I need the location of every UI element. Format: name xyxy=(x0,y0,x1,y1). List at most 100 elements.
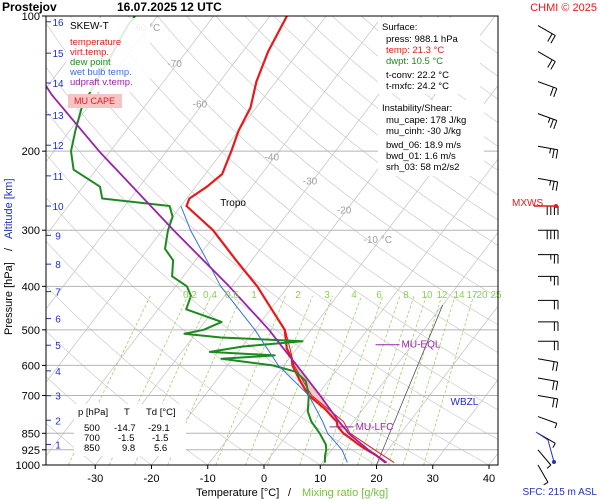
surface-tmxfc: t-mxfc: 24.2 °C xyxy=(386,81,449,92)
mixing-ratio-label: 17 xyxy=(466,290,478,301)
pressure-tick-label: 100 xyxy=(22,11,40,23)
annotation-mxws: MXWS xyxy=(512,198,543,209)
wind-barb xyxy=(537,377,558,382)
mixing-ratio-label: 6 xyxy=(376,290,382,301)
legend-entry: dew point xyxy=(70,57,111,68)
series-line-wet-bulb-temp- xyxy=(180,205,348,463)
altitude-tick-label: 11 xyxy=(53,172,64,183)
temp-tick-label: 30 xyxy=(427,473,439,485)
instability-mucape: mu_cape: 178 J/kg xyxy=(386,115,466,126)
wind-barb-flag xyxy=(549,119,554,128)
temp-tick-label: 20 xyxy=(370,473,382,485)
isotherm-line xyxy=(207,84,498,465)
series-line-virt-temp- xyxy=(186,205,395,464)
temp-tick-label: 40 xyxy=(483,473,495,485)
isotherm-line xyxy=(46,16,327,383)
mixing-ratio-label: 4 xyxy=(351,290,357,301)
altitude-tick-label: 5 xyxy=(55,341,61,352)
isotherm-label: -40 xyxy=(265,153,280,164)
mixing-ratio-label: 0.2 xyxy=(183,290,197,301)
wind-barb xyxy=(537,51,556,62)
altitude-tick-label: 3 xyxy=(55,392,61,403)
wind-barb-flag xyxy=(549,180,552,186)
altitude-tick-label: 12 xyxy=(52,141,64,152)
pressure-tick-label: 500 xyxy=(22,325,40,337)
table-header-t: T xyxy=(124,407,130,418)
table-header-td: Td [°C] xyxy=(146,407,176,418)
mixing-ratio-label: 8 xyxy=(403,290,409,301)
y-axis-title-altitude: Altitude [km] xyxy=(3,178,15,239)
altitude-tick-label: 2 xyxy=(55,416,61,427)
pressure-tick-label: 925 xyxy=(22,445,40,457)
altitude-tick-label: 6 xyxy=(55,315,61,326)
mixing-ratio-line xyxy=(402,295,456,465)
temp-tick-label: -30 xyxy=(87,473,103,485)
y-axis-sep: / xyxy=(3,247,15,251)
isotherm-label: -70 xyxy=(167,59,182,70)
mu-cape-label: MU CAPE xyxy=(74,96,115,106)
wind-barb xyxy=(537,394,558,400)
pressure-tick-label: 400 xyxy=(22,281,40,293)
wind-barb-flag xyxy=(555,381,559,391)
wind-barb-flag xyxy=(552,181,555,191)
wind-barb-flag xyxy=(555,362,559,372)
mixing-ratio-label: 0.4 xyxy=(203,290,217,301)
annotation-wbzl: WBZL xyxy=(451,397,479,408)
altitude-tick-label: 16 xyxy=(52,18,64,29)
pressure-tick-label: 600 xyxy=(22,360,40,372)
dry-adiabat xyxy=(244,16,498,221)
isotherm-line xyxy=(376,305,498,465)
table-cell: 5.6 xyxy=(154,443,167,454)
x-axis-sep: / xyxy=(288,487,292,499)
table-cell: -1.5 xyxy=(118,433,134,444)
sfc-label: SFC: 215 m ASL xyxy=(523,487,598,498)
wind-barb xyxy=(537,113,557,121)
chart-series xyxy=(46,16,395,464)
wind-barb xyxy=(537,416,557,424)
wind-barb-flag xyxy=(552,148,555,159)
isotherm-line xyxy=(488,452,498,465)
mixing-ratio-line xyxy=(370,295,427,465)
isotherm-line xyxy=(263,158,498,465)
wind-barb-flag xyxy=(553,88,558,98)
isotherm-label: -20 xyxy=(337,205,352,216)
surface-dwpt: dwpt: 10.5 °C xyxy=(386,56,443,67)
dry-adiabat xyxy=(186,16,498,272)
mixing-ratio-label: 20 xyxy=(476,290,488,301)
instability-info: Instability/Shear: mu_cape: 178 J/kg mu_… xyxy=(378,100,484,176)
y-axis-title-pressure: Pressure [hPa] xyxy=(3,262,15,335)
mixing-ratio-line xyxy=(357,295,415,465)
wind-barb-flag xyxy=(546,464,552,469)
mixing-ratio-line xyxy=(299,295,362,465)
wind-barb xyxy=(537,145,558,151)
isotherm-line xyxy=(46,16,215,236)
mixing-ratio-line xyxy=(423,295,474,465)
instability-mucinh: mu_cinh: -30 J/kg xyxy=(386,126,461,137)
pressure-tick-label: 700 xyxy=(22,390,40,402)
annotation-mu-lfc: MU-LFC xyxy=(356,422,394,433)
level-table: p [hPa] T Td [°C] 500 -14.7 -29.1 700 -1… xyxy=(74,404,186,456)
annotation-mu-eql: MU-EQL xyxy=(402,340,441,351)
isotherm-label: -60 xyxy=(193,100,208,111)
temp-tick-label: 0 xyxy=(261,473,267,485)
wind-barb-flag xyxy=(547,59,553,68)
dry-adiabat xyxy=(128,16,498,326)
pressure-tick-label: 300 xyxy=(22,225,40,237)
isotherm-line xyxy=(545,16,600,465)
y-axis-titles: Pressure [hPa] / Altitude [km] xyxy=(3,178,15,335)
legend-entry: virt.temp. xyxy=(70,47,109,58)
wind-barb xyxy=(537,464,549,483)
temp-tick-label: 10 xyxy=(314,473,326,485)
wind-barb-flag xyxy=(555,398,559,408)
wind-barb-flag xyxy=(549,87,554,96)
wind-barb-flag xyxy=(555,149,559,159)
credit-label: CHMI © 2025 xyxy=(530,2,597,14)
wind-barb xyxy=(537,177,558,183)
altitude-tick-label: 13 xyxy=(52,111,64,122)
altitude-tick-label: 7 xyxy=(55,288,61,299)
surface-tconv: t-conv: 22.2 °C xyxy=(386,70,449,81)
instability-bwd01: bwd_01: 1.6 m/s xyxy=(386,151,456,162)
